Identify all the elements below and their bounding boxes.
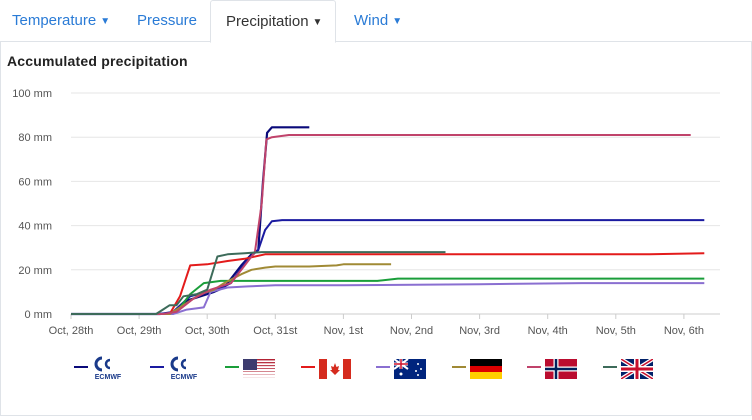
flag-germany-icon: [469, 356, 502, 382]
legend-swatch: [149, 366, 164, 368]
tab-precipitation[interactable]: Precipitation ▼: [210, 0, 336, 43]
legend-item-united-kingdom[interactable]: [602, 356, 659, 384]
legend-swatch: [300, 366, 315, 368]
tab-bar: Temperature ▼ Pressure Precipitation ▼ Win…: [0, 0, 752, 43]
x-axis-ticks: Oct, 28th Oct, 29th Oct, 30th Oct, 31st Nov,…: [49, 314, 704, 337]
y-tick-label: 60 mm: [18, 176, 52, 188]
legend-swatch: [527, 366, 541, 368]
chart-title: Accumulated precipitation: [7, 53, 188, 69]
y-tick-label: 0 mm: [25, 309, 53, 321]
legend-item-germany[interactable]: [451, 356, 508, 384]
legend-swatch: [225, 366, 239, 368]
x-tick-label: Nov, 6th: [664, 325, 704, 337]
tab-pressure[interactable]: Pressure: [124, 0, 208, 42]
legend-item-ecmwf[interactable]: ECMWF: [149, 356, 206, 384]
legend-swatch: [376, 366, 390, 368]
legend-item-norway[interactable]: [527, 356, 583, 384]
series-line-australia[interactable]: [71, 282, 705, 315]
series-lines: [71, 126, 705, 316]
x-tick-label: Oct, 29th: [117, 325, 162, 337]
legend-item-usa[interactable]: [225, 356, 281, 384]
series-line-canada[interactable]: [71, 252, 705, 315]
x-tick-label: Oct, 31st: [253, 325, 297, 337]
tab-label: Precipitation: [226, 13, 309, 30]
caret-down-icon: ▼: [100, 16, 111, 27]
series-line-ecmwf[interactable]: [71, 219, 705, 315]
y-tick-label: 100 mm: [12, 88, 52, 100]
legend-item-australia[interactable]: [376, 356, 432, 384]
flag-uk-icon: [619, 356, 654, 382]
x-tick-label: Oct, 30th: [185, 325, 230, 337]
tab-label: Pressure: [137, 12, 198, 29]
caret-down-icon: ▼: [312, 17, 323, 28]
tab-label: Wind: [354, 12, 389, 29]
x-tick-label: Oct, 28th: [49, 325, 94, 337]
grid-lines: [71, 92, 720, 315]
legend-item-ecmwf[interactable]: ECMWF: [74, 356, 130, 384]
y-tick-label: 40 mm: [18, 221, 52, 233]
legend-swatch: [602, 366, 617, 368]
tab-label: Temperature: [12, 12, 97, 29]
ecmwf-logo-text: ECMWF: [95, 374, 122, 381]
legend-swatch: [74, 366, 88, 368]
tab-wind[interactable]: Wind ▼: [338, 0, 418, 42]
x-tick-label: Nov, 3rd: [459, 325, 500, 337]
x-tick-label: Nov, 4th: [528, 325, 568, 337]
x-tick-label: Nov, 2nd: [390, 325, 433, 337]
tab-temperature[interactable]: Temperature ▼: [12, 0, 112, 42]
series-line-germany[interactable]: [71, 263, 392, 315]
legend-item-canada[interactable]: [300, 356, 357, 384]
flag-australia-icon: [393, 356, 426, 382]
y-axis-ticks: 0 mm 20 mm 40 mm 60 mm 80 mm 100 mm: [12, 88, 52, 321]
ecmwf-icon: ECMWF: [168, 356, 200, 382]
ecmwf-icon: ECMWF: [92, 356, 124, 382]
flag-norway-icon: [545, 356, 577, 382]
legend: ECMWF ECMWF: [74, 356, 674, 384]
ecmwf-logo-text: ECMWF: [170, 374, 197, 381]
y-tick-label: 80 mm: [18, 132, 52, 144]
legend-swatch: [451, 366, 466, 368]
flag-canada-icon: [318, 356, 351, 382]
series-line-norway[interactable]: [71, 134, 691, 315]
x-tick-label: Nov, 1st: [324, 325, 364, 337]
flag-usa-icon: [243, 356, 275, 382]
caret-down-icon: ▼: [392, 16, 403, 27]
x-tick-label: Nov, 5th: [596, 325, 636, 337]
series-line-united-kingdom[interactable]: [71, 251, 446, 315]
y-tick-label: 20 mm: [18, 265, 52, 277]
